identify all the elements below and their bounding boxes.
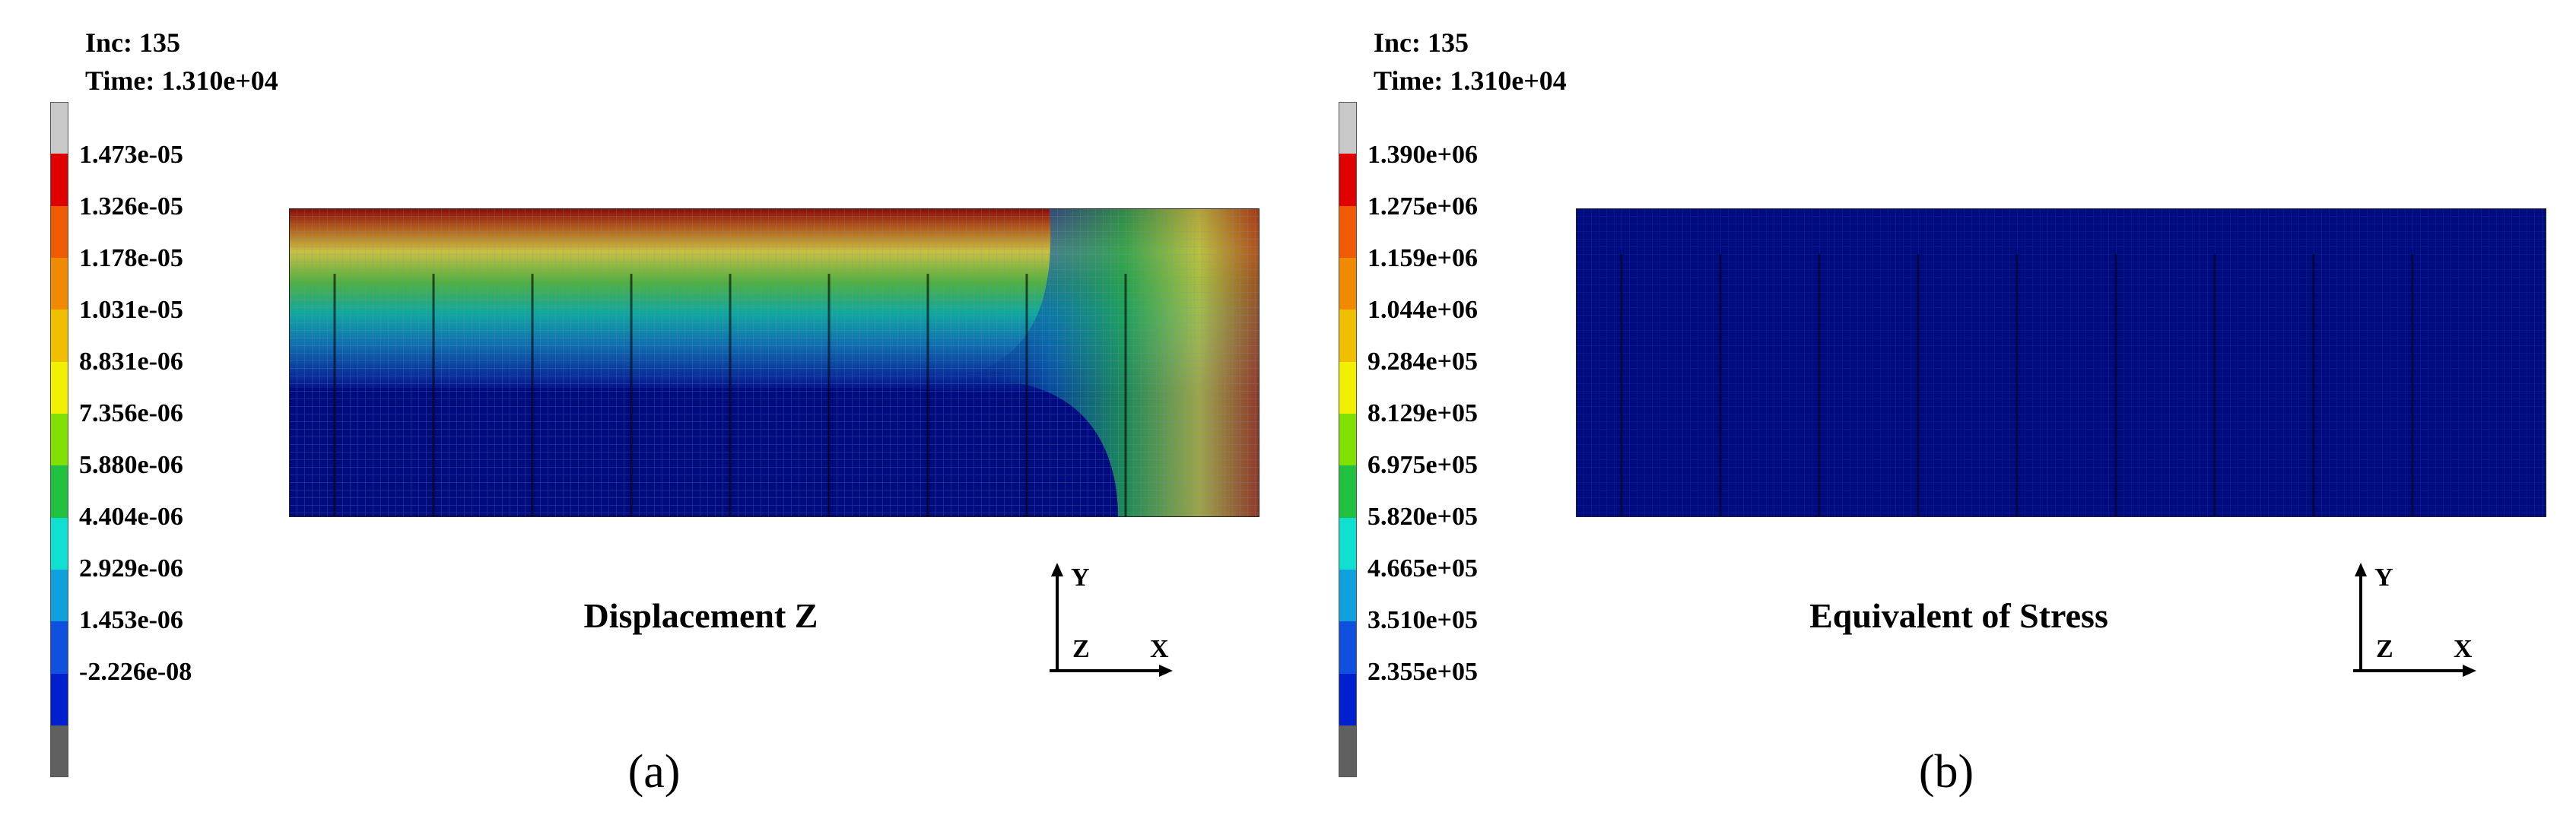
- legend-color-segment: [50, 569, 68, 622]
- legend-color-segment: [1339, 465, 1357, 518]
- legend-color-segment: [1339, 361, 1357, 414]
- legend-color-segment: [1339, 205, 1357, 258]
- legend-tick: 9.284e+05: [1367, 348, 1478, 376]
- axis-triad: Y Z X: [1050, 563, 1186, 684]
- legend-color-segment: [1339, 154, 1357, 206]
- color-legend-bar: [50, 102, 68, 778]
- legend-tick: 8.129e+05: [1367, 399, 1478, 427]
- legend-tick: 1.044e+06: [1367, 296, 1478, 324]
- legend-color-segment: [1339, 102, 1357, 154]
- legend-color-segment: [50, 154, 68, 206]
- axis-z-label: Z: [2376, 635, 2393, 663]
- axis-triad-arrows: [2353, 563, 2476, 677]
- legend-color-segment: [50, 205, 68, 258]
- legend-color-segment: [1339, 413, 1357, 466]
- axis-y-label: Y: [2374, 564, 2393, 592]
- legend-tick: 2.929e-06: [79, 554, 183, 583]
- plot-caption: Equivalent of Stress: [1809, 596, 2108, 635]
- legend-color-segment: [1339, 310, 1357, 362]
- legend-tick: 4.404e-06: [79, 503, 183, 531]
- legend-tick: 1.326e-05: [79, 192, 183, 221]
- legend-tick: 1.390e+06: [1367, 141, 1478, 169]
- stress-mesh-plot: [1576, 208, 2546, 517]
- subfigure-label: (a): [627, 746, 681, 798]
- legend-color-segment: [1339, 673, 1357, 725]
- legend-tick: 8.831e-06: [79, 348, 183, 376]
- axis-z-label: Z: [1072, 635, 1090, 663]
- axis-triad: Y Z X: [2353, 563, 2490, 684]
- increment-label: Inc: 135: [1374, 27, 1469, 58]
- legend-color-segment: [50, 413, 68, 466]
- legend-color-segment: [1339, 517, 1357, 570]
- legend-color-segment: [50, 361, 68, 414]
- legend-tick: 2.355e+05: [1367, 658, 1478, 686]
- panel-equivalent-stress: Inc: 135 Time: 1.310e+04 1.390e+06 1.275…: [1288, 0, 2576, 835]
- time-label: Time: 1.310e+04: [1374, 65, 1567, 96]
- legend-tick: 1.159e+06: [1367, 244, 1478, 272]
- legend-color-segment: [1339, 569, 1357, 622]
- legend-color-segment: [50, 673, 68, 725]
- increment-label: Inc: 135: [85, 27, 180, 58]
- legend-color-segment: [50, 310, 68, 362]
- color-legend-bar: [1339, 102, 1357, 778]
- legend-color-segment: [50, 257, 68, 310]
- legend-color-segment: [1339, 257, 1357, 310]
- panel-displacement-z: Inc: 135 Time: 1.310e+04 1.473e-05 1.326…: [50, 27, 1259, 798]
- legend-color-segment: [50, 102, 68, 154]
- legend-tick: 6.975e+05: [1367, 451, 1478, 479]
- legend-color-segment: [1339, 621, 1357, 674]
- legend-color-segment: [50, 621, 68, 674]
- legend-tick: 5.820e+05: [1367, 503, 1478, 531]
- legend-tick: 4.665e+05: [1367, 554, 1478, 583]
- subfigure-label: (b): [1918, 746, 1974, 798]
- legend-color-segment: [50, 517, 68, 570]
- legend-color-segment: [50, 465, 68, 518]
- plot-caption: Displacement Z: [583, 596, 818, 635]
- time-label: Time: 1.310e+04: [85, 65, 278, 96]
- axis-y-label: Y: [1071, 564, 1090, 592]
- displacement-mesh-plot: [289, 208, 1259, 517]
- legend-tick: 1.275e+06: [1367, 192, 1478, 221]
- axis-x-label: X: [2454, 635, 2473, 663]
- legend-tick: 7.356e-06: [79, 399, 183, 427]
- legend-tick: 3.510e+05: [1367, 606, 1478, 634]
- legend-tick: 1.473e-05: [79, 141, 183, 169]
- legend-tick: 5.880e-06: [79, 451, 183, 479]
- legend-color-segment: [50, 725, 68, 778]
- legend-tick: 1.031e-05: [79, 296, 183, 324]
- legend-color-segment: [1339, 725, 1357, 778]
- axis-triad-arrows: [1050, 563, 1173, 677]
- legend-tick: 1.178e-05: [79, 244, 183, 272]
- axis-x-label: X: [1150, 635, 1169, 663]
- legend-tick: 1.453e-06: [79, 606, 183, 634]
- legend-tick: -2.226e-08: [79, 658, 192, 686]
